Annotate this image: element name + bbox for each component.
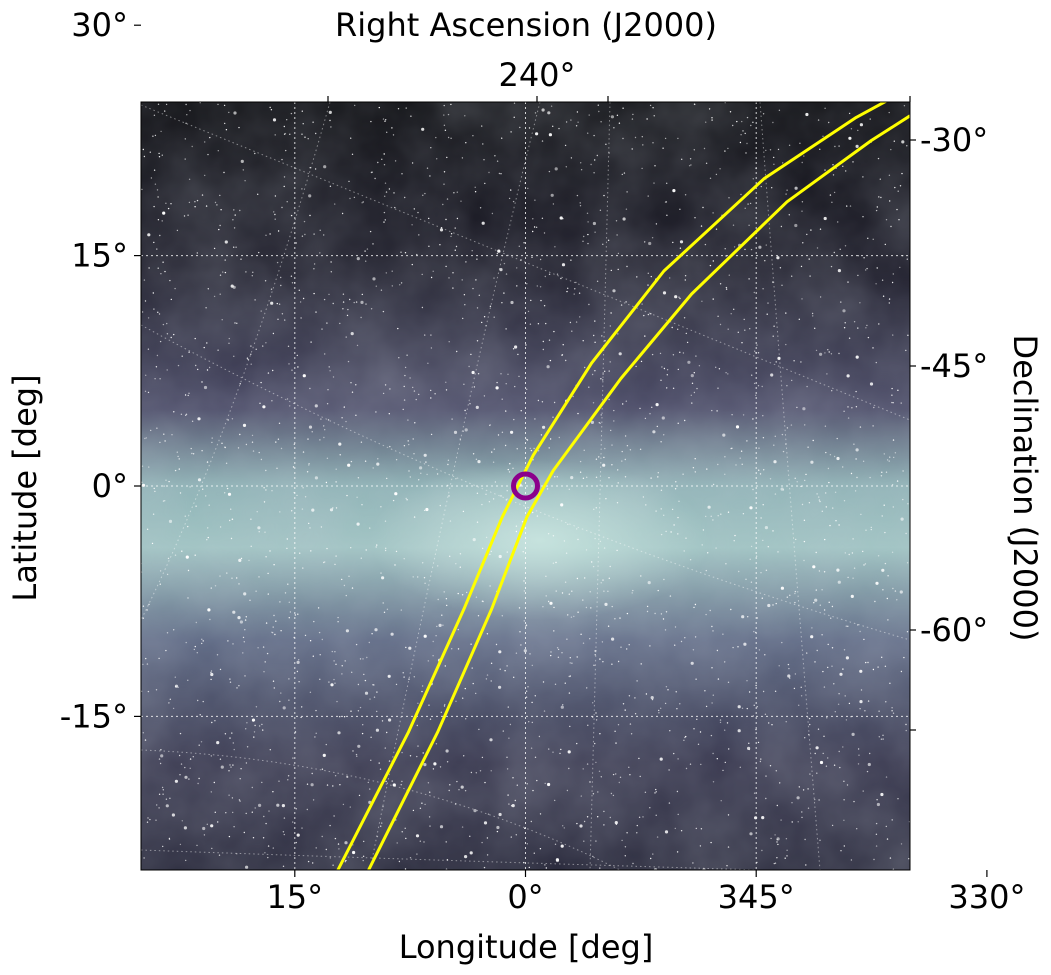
marker (511, 471, 540, 501)
top-axis-label: Right Ascension (J2000) (335, 6, 717, 44)
y-tick-label: 30° (71, 6, 128, 44)
galactic-center-glow (370, 460, 710, 620)
y-tick-label: 15° (71, 237, 128, 275)
x-tick-label: 0° (507, 878, 543, 916)
tick-labels: 15° 0° 345° 330° 30° 15° 0° -15° 240° -30° -45° -60… (60, 6, 1026, 916)
target-marker (511, 471, 540, 501)
curve-1 (336, 102, 888, 870)
equatorial-grid-line (589, 102, 611, 870)
x-tick-label: 345° (718, 878, 795, 916)
equatorial-grid-line (141, 104, 910, 421)
y-tick-label: -15° (60, 697, 128, 735)
ticks (134, 24, 988, 877)
equatorial-grid-line (369, 102, 541, 870)
equatorial-grid-line (759, 102, 821, 870)
star-field (141, 102, 910, 870)
curves (336, 102, 910, 870)
curve-2 (367, 114, 910, 870)
top-tick-label: 240° (498, 56, 575, 94)
right-tick-label: -45° (920, 347, 988, 385)
y-axis-label: Latitude [deg] (6, 374, 44, 601)
x-tick-label: 15° (266, 878, 323, 916)
equatorial-grid-line (141, 749, 621, 870)
x-axis-label: Longitude [deg] (399, 928, 654, 966)
y-tick-label: 0° (92, 467, 128, 505)
equatorial-grid (141, 102, 910, 870)
equatorial-grid-line (141, 102, 331, 621)
right-tick-label: -30° (920, 121, 988, 159)
grid (141, 102, 910, 870)
equatorial-grid-line (141, 324, 910, 641)
x-tick-label: 330° (948, 878, 1025, 916)
right-axis-label: Declination (J2000) (1006, 335, 1044, 642)
right-tick-label: -60° (920, 611, 988, 649)
